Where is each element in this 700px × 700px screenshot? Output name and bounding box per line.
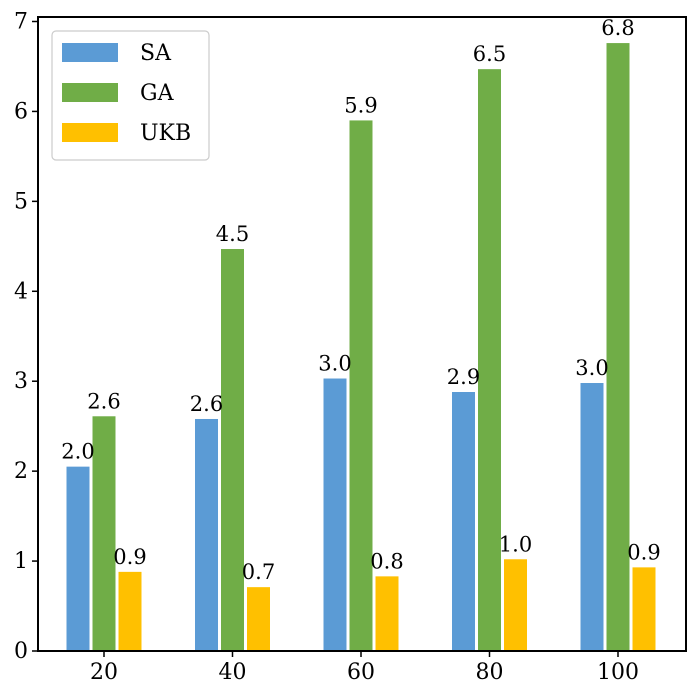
bar-value-label: 6.8 (601, 16, 634, 40)
legend-label-ukb: UKB (140, 121, 191, 146)
bar-ga-60 (349, 120, 373, 651)
y-tick-label: 1 (14, 549, 28, 574)
x-tick-label: 80 (476, 660, 504, 685)
bar-value-label: 1.0 (499, 532, 532, 556)
x-tick-label: 60 (347, 660, 375, 685)
bar-ukb-60 (375, 576, 399, 651)
bar-value-label: 6.5 (473, 42, 506, 66)
bar-ga-100 (606, 43, 630, 652)
y-tick-label: 3 (14, 369, 28, 394)
y-tick-label: 0 (14, 639, 28, 664)
bar-value-label: 2.6 (190, 392, 223, 416)
bars-layer (66, 43, 656, 652)
y-tick-label: 6 (14, 99, 28, 124)
bar-value-label: 0.7 (242, 560, 275, 584)
y-tick-label: 5 (14, 189, 28, 214)
bar-sa-80 (452, 392, 475, 651)
bar-value-label: 4.5 (216, 222, 249, 246)
bar-ukb-100 (632, 567, 656, 651)
bar-ukb-20 (118, 571, 142, 651)
bar-sa-60 (323, 378, 347, 651)
bar-ukb-80 (504, 559, 527, 651)
y-tick-label: 4 (14, 279, 28, 304)
bar-value-label: 3.0 (575, 356, 608, 380)
bar-value-labels: 2.0 2.6 0.9 2.6 4.5 0.7 3.0 5.9 0.8 2.9 6.5 1.0 3.0 6… (61, 16, 660, 584)
y-tick-label: 7 (14, 9, 28, 34)
x-tick-label: 40 (219, 660, 247, 685)
legend-swatch-ga (62, 83, 118, 102)
bar-value-label: 0.8 (370, 549, 403, 573)
legend-label-sa: SA (140, 41, 172, 66)
bar-sa-100 (580, 383, 604, 651)
bar-ga-80 (478, 69, 501, 651)
bar-ga-40 (221, 249, 244, 651)
bar-value-label: 5.9 (344, 93, 377, 117)
bar-ga-20 (92, 416, 116, 651)
legend-swatch-sa (62, 43, 118, 62)
bar-value-label: 2.0 (61, 440, 94, 464)
bar-value-label: 0.9 (627, 540, 660, 564)
bar-sa-40 (195, 418, 218, 651)
bar-value-label: 3.0 (318, 352, 351, 376)
legend-label-ga: GA (140, 81, 175, 106)
x-tick-label: 20 (90, 660, 118, 685)
bar-value-label: 2.9 (447, 365, 480, 389)
x-axis: 20 40 60 80 100 (90, 651, 639, 685)
y-axis: 0 1 2 3 4 5 6 7 (14, 9, 38, 664)
bar-value-label: 2.6 (87, 389, 120, 413)
bar-value-label: 0.9 (113, 545, 146, 569)
legend: SA GA UKB (51, 30, 210, 161)
y-tick-label: 2 (14, 459, 28, 484)
bar-ukb-40 (247, 587, 270, 651)
legend-swatch-ukb (62, 123, 118, 142)
x-tick-label: 100 (597, 660, 639, 685)
bar-sa-20 (66, 466, 90, 651)
axes-frame (37, 16, 687, 652)
